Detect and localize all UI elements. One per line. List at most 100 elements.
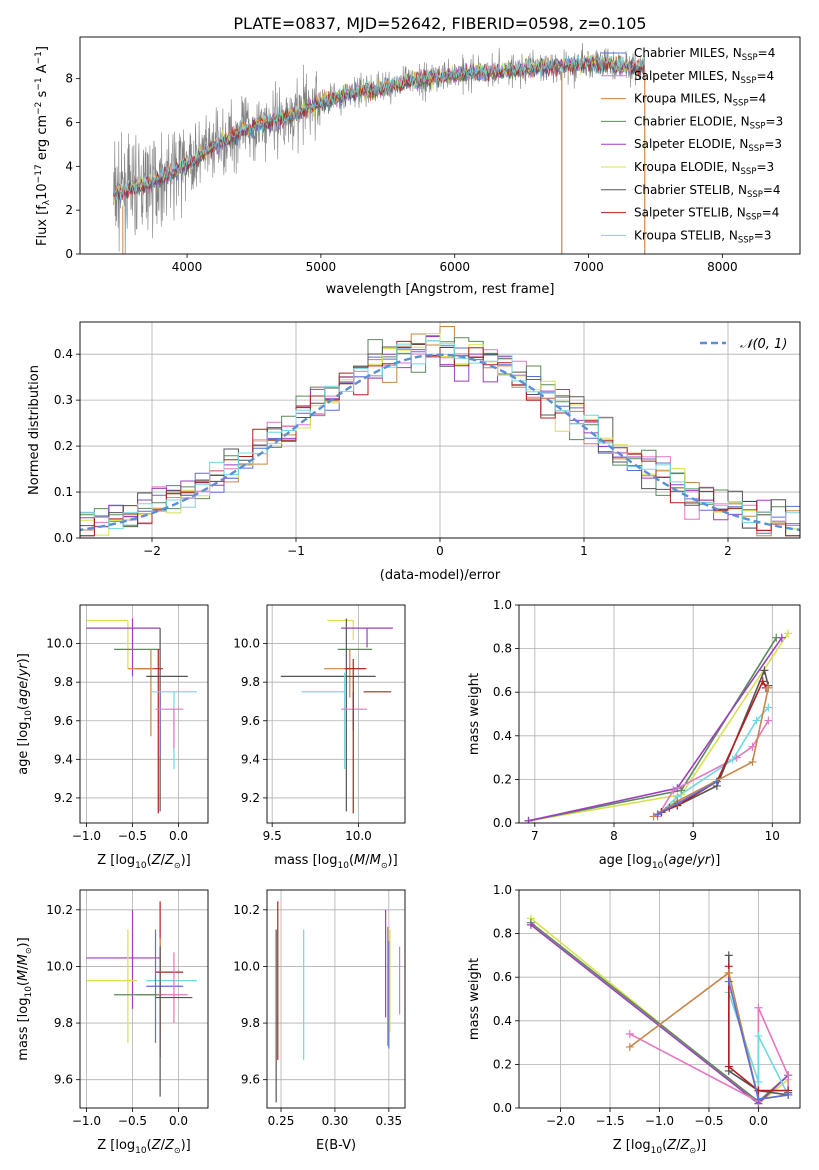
x-axis-label: age [log10(age/yr)] (599, 853, 721, 871)
series-marker (764, 703, 773, 712)
y-tick-label: 9.4 (54, 752, 73, 766)
x-tick-label: 6000 (439, 260, 470, 274)
series-marker (777, 633, 786, 642)
x-tick-label: −1 (287, 544, 305, 558)
y-tick-label: 0.0 (54, 531, 73, 545)
axes-frame (266, 604, 406, 824)
series-marker (724, 968, 733, 977)
massweight_vs_age-panel: 7 8 9 10 0.0 0.2 0.4 0.6 0.8 1.0 age [log10(age/yr… (467, 598, 801, 871)
legend-label: Salpeter STELIB, NSSP=4 (634, 206, 779, 223)
series-marker (625, 1029, 634, 1038)
axes-frame (79, 36, 801, 255)
y-tick-label: 0.8 (493, 927, 512, 941)
x-tick-label: 10.0 (345, 829, 372, 843)
mass_vs_Z-panel: −1.0 −0.5 0.0 9.6 9.8 10.0 10.2 Z [log10(Z/Z⊙)]… (16, 889, 209, 1156)
x-tick-label: 9.5 (263, 829, 282, 843)
legend-label: Chabrier ELODIE, NSSP=3 (634, 114, 783, 131)
y-tick-label: 0.2 (54, 439, 73, 453)
errorbars (86, 901, 197, 1097)
series-line (528, 637, 783, 822)
series-marker (649, 812, 658, 821)
series-marker (625, 1042, 634, 1051)
y-axis-label: mass weight (467, 958, 482, 1040)
spectrum-legend: Chabrier MILES, NSSP=4 Salpeter MILES, NS… (601, 46, 783, 245)
y-tick-label: 9.8 (241, 675, 260, 689)
series-marker (784, 1090, 793, 1099)
y-tick-label: 0.4 (493, 729, 512, 743)
x-tick-label: 10 (765, 829, 780, 843)
errorbars (275, 901, 401, 1103)
series-line (656, 720, 769, 817)
y-tick-label: 9.8 (241, 1016, 260, 1030)
y-tick-label: 10.0 (46, 959, 73, 973)
x-tick-label: 0.0 (169, 1114, 188, 1128)
y-tick-label: 0.2 (493, 772, 512, 786)
series-marker (760, 666, 769, 675)
x-axis-label: E(B-V) (316, 1138, 356, 1153)
normal-curve (80, 353, 800, 532)
spectrum-panel: 4000 5000 6000 7000 8000 0 2 4 6 8 Chabrier MILES,… (34, 36, 801, 297)
y-axis-label: mass [log10(M/M⊙)] (16, 937, 34, 1060)
axes-frame (266, 889, 406, 1109)
age_vs_Z-panel: −1.0 −0.5 0.0 9.2 9.4 9.6 9.8 10.0 Z [log10(Z/Z⊙… (16, 604, 209, 871)
x-tick-label: 0.30 (322, 1114, 349, 1128)
x-tick-label: −2 (143, 544, 161, 558)
x-tick-label: 0.35 (375, 1114, 402, 1128)
x-tick-label: 8000 (707, 260, 738, 274)
legend-label: Kroupa ELODIE, NSSP=3 (634, 160, 774, 177)
series-marker (754, 1003, 763, 1012)
series-marker (748, 757, 757, 766)
series-marker (764, 716, 773, 725)
y-tick-label: 6 (65, 115, 73, 129)
series-marker (758, 677, 767, 686)
spectrum-lines (113, 42, 646, 254)
x-tick-label: −1.0 (72, 1114, 101, 1128)
x-tick-label: 0.0 (749, 1114, 768, 1128)
y-tick-label: 9.6 (54, 1073, 73, 1087)
series-marker (712, 777, 721, 786)
y-tick-label: 4 (65, 159, 73, 173)
series-marker (754, 1077, 763, 1086)
series-line (728, 966, 789, 1092)
y-tick-label: 0.4 (54, 347, 73, 361)
x-tick-label: 0.25 (268, 1114, 295, 1128)
series-marker (754, 1032, 763, 1041)
x-tick-label: 9 (689, 829, 697, 843)
x-tick-label: 8 (610, 829, 618, 843)
y-axis-label: age [log10(age/yr)] (16, 653, 34, 775)
legend-label: Chabrier MILES, NSSP=4 (634, 46, 775, 63)
y-tick-label: 0.3 (54, 393, 73, 407)
series-marker (784, 1071, 793, 1080)
y-axis-label: Flux [fλ10−17 erg cm−2 s−1 A−1] (34, 46, 52, 246)
series-marker (784, 629, 793, 638)
y-tick-label: 10.0 (233, 637, 260, 651)
x-tick-label: −1.5 (595, 1114, 624, 1128)
series-marker (673, 799, 682, 808)
legend-label: Chabrier STELIB, NSSP=4 (634, 183, 781, 200)
observed-spectrum (113, 42, 646, 254)
x-tick-label: −1.0 (72, 829, 101, 843)
x-axis-label: Z [log10(Z/Z⊙)] (97, 1138, 191, 1156)
age_vs_mass-panel: 9.5 10.0 9.2 9.4 9.6 9.8 10.0 mass [log10(M/M⊙)… (233, 604, 406, 871)
series-marker (754, 1095, 763, 1104)
y-tick-label: 0.4 (493, 1014, 512, 1028)
y-tick-label: 0.0 (493, 1101, 512, 1115)
x-axis-label: Z [log10(Z/Z⊙)] (97, 853, 191, 871)
x-axis-label: mass [log10(M/M⊙)] (274, 853, 397, 871)
x-tick-label: 2 (724, 544, 732, 558)
x-tick-label: −0.5 (118, 829, 147, 843)
x-tick-label: 7000 (573, 260, 604, 274)
axes-frame (79, 604, 209, 824)
y-tick-label: 9.6 (54, 714, 73, 728)
x-tick-label: −2.0 (546, 1114, 575, 1128)
figure-title: PLATE=0837, MJD=52642, FIBERID=0598, z=0… (233, 14, 646, 33)
errorbars (86, 618, 197, 814)
y-tick-label: 2 (65, 203, 73, 217)
x-axis-label: wavelength [Angstrom, rest frame] (326, 282, 555, 297)
y-tick-label: 10.2 (46, 903, 73, 917)
errorbars (280, 618, 393, 814)
y-tick-label: 9.6 (241, 1073, 260, 1087)
x-tick-label: −1.0 (645, 1114, 674, 1128)
axes-frame (518, 604, 801, 824)
